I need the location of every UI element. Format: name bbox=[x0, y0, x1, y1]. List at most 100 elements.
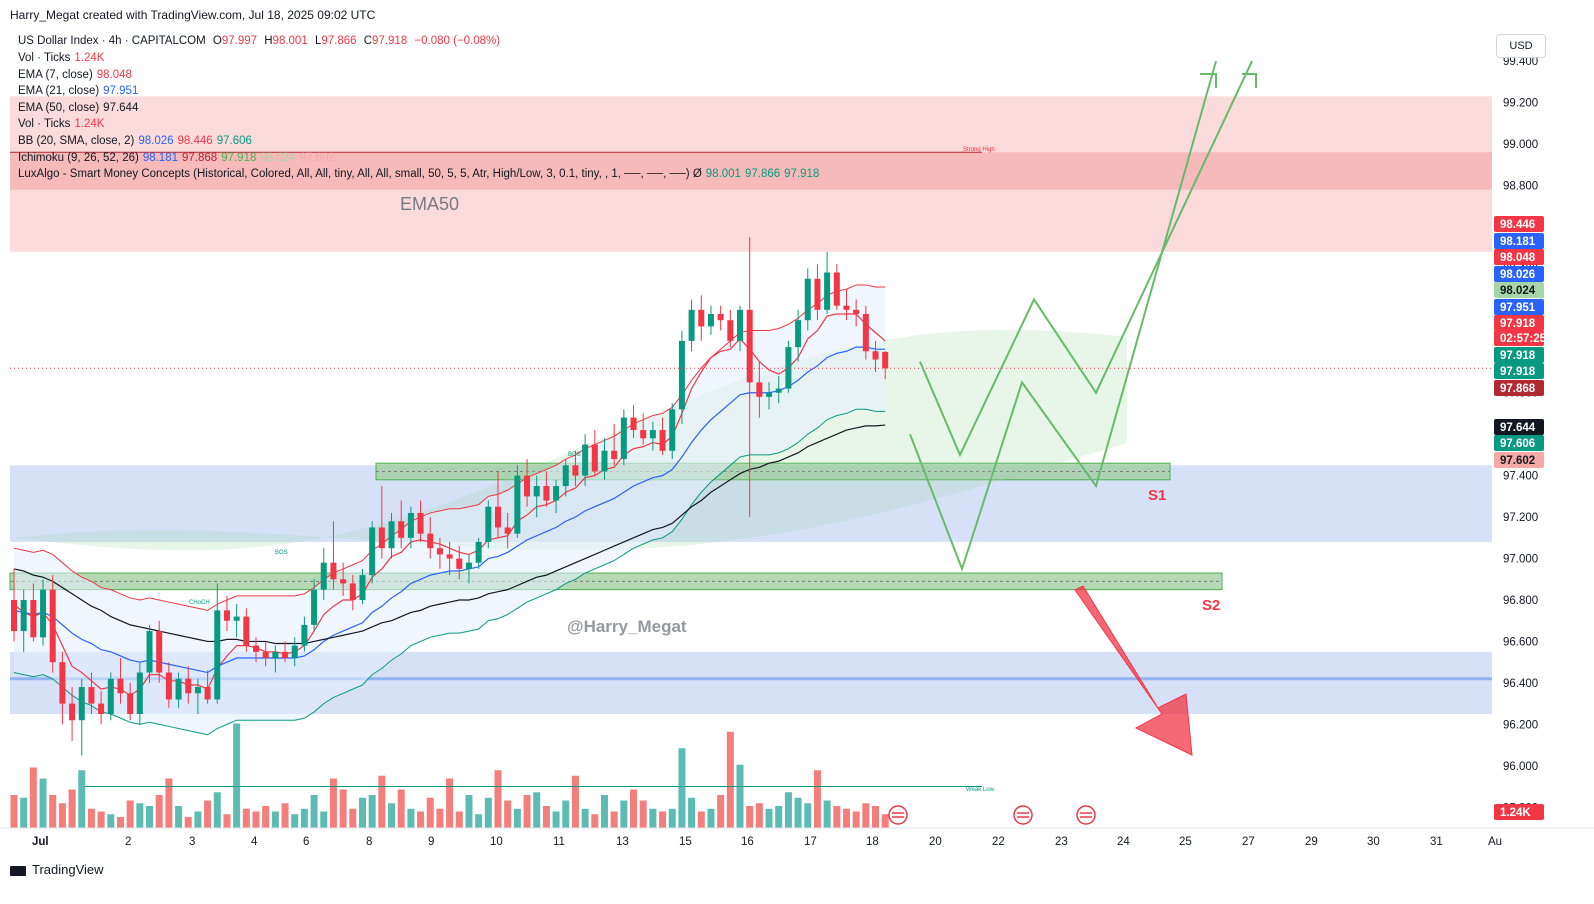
candle-body bbox=[388, 521, 395, 549]
price-tick-label: 97.200 bbox=[1503, 512, 1538, 524]
price-tag bbox=[1494, 299, 1544, 315]
legend-row-name: LuxAlgo - Smart Money Concepts (Historic… bbox=[18, 168, 702, 181]
candle-body bbox=[582, 444, 589, 476]
projection-line-1 bbox=[909, 60, 1217, 572]
time-tick-label: 13 bbox=[616, 836, 629, 848]
footer-brand[interactable]: TradingView bbox=[10, 862, 104, 877]
legend-row-name: EMA (7, close) bbox=[18, 68, 93, 81]
volume-bar bbox=[765, 808, 773, 828]
legend-row[interactable]: Vol · Ticks 1.24K bbox=[18, 118, 108, 130]
price-tag bbox=[1494, 249, 1544, 265]
price-tag-label: 97.951 bbox=[1500, 302, 1536, 314]
volume-bar bbox=[175, 806, 183, 828]
legend-row-name: Vol · Ticks bbox=[18, 52, 71, 64]
volume-bar bbox=[417, 811, 425, 828]
bb-lower-line bbox=[13, 408, 886, 736]
volume-bar bbox=[368, 795, 376, 828]
legend-row-name: EMA (21, close) bbox=[18, 85, 100, 98]
projection-line-2 bbox=[919, 60, 1253, 458]
candle-body bbox=[301, 624, 308, 646]
legend-row[interactable]: BB (20, SMA, close, 2) 98.026 98.446 97.606 bbox=[18, 135, 256, 147]
candle-body bbox=[804, 278, 811, 321]
volume-bar bbox=[475, 814, 483, 828]
legend-row-value: 98.446 bbox=[177, 135, 213, 147]
volume-bar bbox=[184, 817, 192, 828]
candle-body bbox=[88, 687, 95, 704]
price-tick-label: 98.800 bbox=[1503, 180, 1538, 192]
volume-bar bbox=[872, 806, 880, 828]
price-tag-label: 97.918 bbox=[1500, 350, 1536, 362]
candle-body bbox=[233, 616, 240, 621]
volume-bar bbox=[281, 803, 289, 828]
legend-row[interactable]: EMA (7, close) 98.048 bbox=[18, 69, 136, 81]
price-tag bbox=[1494, 216, 1544, 232]
volume-bar bbox=[107, 814, 115, 828]
volume-bar bbox=[87, 808, 95, 828]
watermark-label: @Harry_Megat bbox=[567, 617, 687, 636]
candle-body bbox=[398, 521, 405, 538]
volume-bar bbox=[688, 797, 696, 828]
candle-body bbox=[688, 309, 695, 341]
candle-body bbox=[320, 562, 327, 590]
price-tag bbox=[1494, 363, 1544, 379]
high-label: H bbox=[264, 35, 273, 47]
volume-bar bbox=[591, 814, 599, 828]
volume-bar bbox=[881, 814, 889, 828]
legend-row-value: 1.24K bbox=[74, 118, 105, 131]
price-tick-label: 96.400 bbox=[1503, 678, 1538, 690]
legend-row-value: 97.602 bbox=[299, 151, 335, 164]
volume-bar bbox=[155, 795, 163, 828]
candle-body bbox=[562, 465, 569, 486]
price-tag-label: 97.602 bbox=[1500, 455, 1535, 467]
candle-body bbox=[359, 575, 366, 600]
volume-bar bbox=[204, 800, 212, 828]
candle-body bbox=[475, 541, 482, 563]
candle-body bbox=[117, 678, 124, 694]
volume-bar bbox=[533, 792, 541, 828]
legend-row[interactable]: LuxAlgo - Smart Money Concepts (Historic… bbox=[18, 168, 823, 180]
price-tag bbox=[1494, 233, 1544, 249]
bos-label: BOS bbox=[275, 550, 288, 556]
price-tag-label: 97.644 bbox=[1500, 422, 1536, 434]
volume-bar bbox=[784, 792, 792, 828]
currency-button[interactable]: USD bbox=[1496, 34, 1546, 58]
time-tick-label: 15 bbox=[679, 836, 692, 848]
low-value: 97.866 bbox=[321, 35, 357, 47]
volume-bar bbox=[68, 789, 76, 828]
price-tag-label: 98.048 bbox=[1500, 252, 1536, 264]
volume-bar bbox=[571, 775, 579, 828]
volume-bar bbox=[116, 817, 124, 828]
volume-bar bbox=[378, 775, 386, 828]
candle-body bbox=[330, 562, 337, 580]
volume-bar bbox=[339, 789, 347, 828]
volume-bar bbox=[794, 797, 802, 828]
candle-body bbox=[69, 703, 76, 721]
candle-body bbox=[311, 589, 318, 625]
legend-row[interactable]: EMA (21, close) 97.951 bbox=[18, 85, 142, 97]
legend-row[interactable]: Vol · Ticks 1.24K bbox=[18, 52, 108, 64]
legend-row[interactable]: Ichimoku (9, 26, 52, 26) 98.181 97.868 97.9… bbox=[18, 152, 339, 164]
volume-bar bbox=[494, 770, 502, 828]
time-tick-label: Au bbox=[1488, 836, 1502, 848]
volume-bar bbox=[446, 778, 454, 828]
candle-body bbox=[427, 533, 434, 549]
time-tick-label: 20 bbox=[929, 836, 942, 848]
volume-bar bbox=[833, 806, 841, 828]
us-flag-icon bbox=[1013, 805, 1033, 825]
candle-body bbox=[204, 687, 211, 700]
legend-symbol-row[interactable]: US Dollar Index · 4h · CAPITALCOM O97.99… bbox=[18, 35, 504, 47]
candle-body bbox=[833, 272, 840, 306]
candle-body bbox=[136, 672, 143, 714]
volume-bar bbox=[397, 789, 405, 828]
candle-body bbox=[262, 651, 269, 659]
volume-bar bbox=[775, 806, 783, 828]
candle-body bbox=[436, 548, 443, 555]
time-tick-label: 16 bbox=[741, 836, 754, 848]
s1-label: S1 bbox=[1148, 487, 1166, 504]
open-label: O bbox=[212, 35, 222, 47]
legend-row[interactable]: EMA (50, close) 97.644 bbox=[18, 102, 142, 114]
candle-body bbox=[630, 417, 637, 431]
candle-body bbox=[282, 651, 289, 659]
us-flag-icon bbox=[888, 805, 908, 825]
